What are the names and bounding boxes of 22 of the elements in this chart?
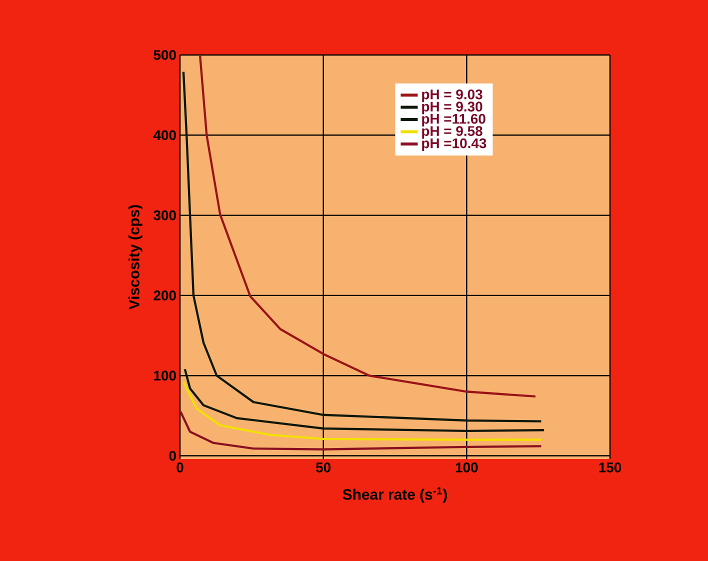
y-tick-label: 400 — [153, 130, 176, 140]
y-tick-label: 0 — [169, 450, 176, 461]
line-series — [184, 368, 546, 432]
x-axis-title: Shear rate (s$^{-1}$) — [342, 487, 447, 503]
legend-label: pH = 9.58 — [422, 126, 482, 139]
legend-label: pH =11.60 — [422, 114, 486, 127]
line-series — [182, 380, 542, 441]
x-tick-label: 50 — [316, 462, 331, 472]
line-series — [198, 54, 537, 398]
legend-label: pH = 9.03 — [422, 89, 482, 102]
y-tick-label: 300 — [154, 210, 176, 220]
legend-label: pH = 9.30 — [422, 102, 482, 114]
y-axis-title: Viscosity (cps) — [128, 205, 142, 310]
line-series — [180, 410, 542, 450]
legend-label: pH =10.43 — [422, 138, 486, 151]
line-series — [182, 70, 542, 422]
y-tick-label: 200 — [154, 290, 176, 300]
x-tick-label: 150 — [599, 462, 622, 472]
y-tick-label: 100 — [154, 370, 176, 381]
x-tick-label: 100 — [456, 462, 478, 472]
y-tick-label: 500 — [154, 50, 176, 60]
x-tick-label: 0 — [176, 462, 184, 472]
